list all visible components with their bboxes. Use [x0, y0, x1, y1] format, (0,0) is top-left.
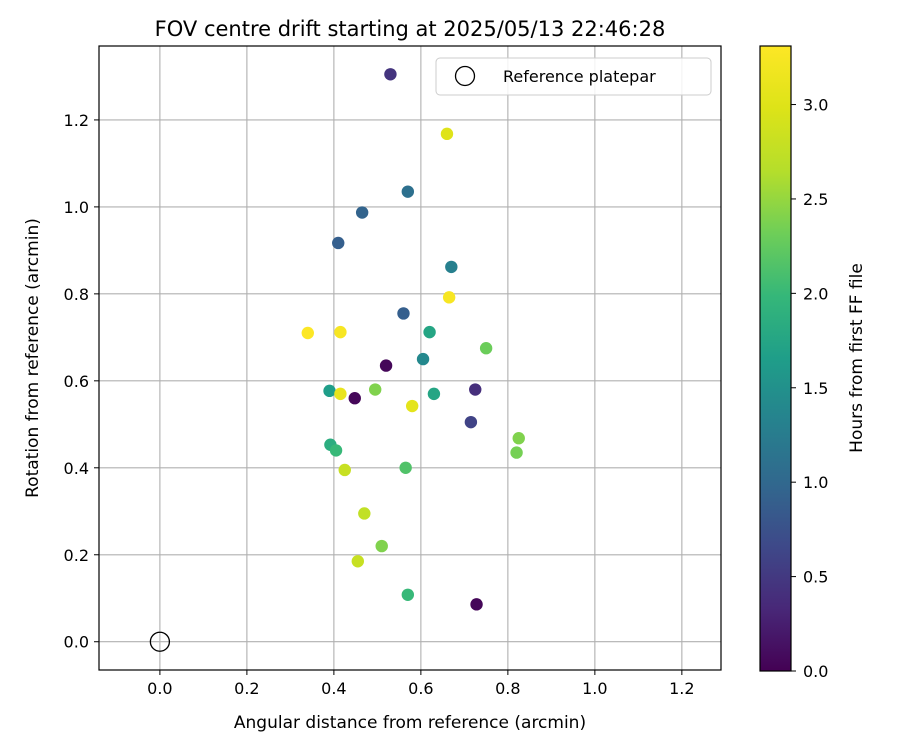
data-point [329, 444, 343, 457]
x-axis-label: Angular distance from reference (arcmin) [234, 713, 586, 733]
data-point [445, 260, 458, 274]
colorbar-tick-label: 2.0 [803, 284, 828, 303]
data-points [149, 68, 525, 652]
data-point [348, 392, 361, 405]
legend-entry-reference-platepar: Reference platepar [503, 67, 656, 86]
data-point [334, 387, 347, 401]
x-tick-label: 1.0 [582, 679, 607, 698]
y-tick-label: 0.6 [64, 372, 89, 391]
data-point [423, 325, 436, 339]
data-point [399, 461, 412, 474]
x-tick-label: 0.8 [495, 679, 520, 698]
y-tick-label: 1.2 [64, 111, 89, 130]
colorbar-tick-label: 2.5 [803, 190, 828, 209]
colorbar-tick-label: 0.5 [803, 568, 828, 587]
data-point [379, 359, 393, 372]
legend: Reference platepar [435, 57, 712, 96]
y-tick-label: 1.0 [64, 198, 89, 217]
colorbar-gradient [759, 45, 792, 672]
y-tick-label: 0.0 [64, 633, 89, 652]
y-tick-label: 0.8 [64, 285, 89, 304]
data-point [323, 384, 336, 398]
colorbar-tick-label: 1.0 [803, 473, 828, 492]
data-point [375, 539, 388, 553]
y-tick-label: 0.4 [64, 459, 89, 478]
y-tick-label: 0.2 [64, 546, 89, 565]
x-tick-label: 0.2 [234, 679, 259, 698]
plot-area: 0.0 0.2 0.4 0.6 0.8 1.0 1.2 0.0 0.2 0.4 0.6 0.8 1.0… [64, 45, 722, 698]
data-point [510, 446, 523, 459]
data-point [397, 307, 410, 320]
data-point [358, 507, 371, 520]
x-tick-label: 0.4 [321, 679, 346, 698]
data-point [479, 342, 493, 355]
data-point [351, 555, 365, 568]
y-axis-ticks: 0.0 0.2 0.4 0.6 0.8 1.0 1.2 [64, 111, 99, 652]
data-point [355, 206, 369, 219]
x-tick-label: 1.2 [669, 679, 694, 698]
data-point [442, 291, 456, 304]
data-point [405, 399, 419, 413]
data-point [427, 387, 441, 401]
data-point [301, 326, 314, 340]
data-point [369, 383, 382, 396]
colorbar-tick-label: 0.0 [803, 662, 828, 681]
data-point [401, 185, 415, 198]
data-point [332, 236, 345, 250]
chart-title: FOV centre drift starting at 2025/05/13 … [155, 17, 666, 41]
axes-frame [98, 45, 722, 671]
data-point [401, 588, 415, 601]
legend-reference-marker [454, 65, 476, 87]
data-point [512, 432, 525, 445]
data-point [464, 415, 478, 429]
legend-box [435, 57, 712, 96]
data-point [338, 463, 351, 477]
data-point [440, 127, 454, 141]
y-axis-label: Rotation from reference (arcmin) [23, 218, 43, 498]
colorbar-ticks: 0.0 0.5 1.0 1.5 2.0 2.5 3.0 [791, 96, 828, 681]
colorbar: 0.0 0.5 1.0 1.5 2.0 2.5 3.0 [759, 45, 828, 681]
colorbar-label: Hours from first FF file [847, 263, 867, 453]
colorbar-tick-label: 1.5 [803, 379, 828, 398]
data-point [469, 383, 482, 396]
x-tick-label: 0.0 [147, 679, 172, 698]
data-point [384, 68, 397, 81]
data-point [416, 352, 430, 366]
x-axis-ticks: 0.0 0.2 0.4 0.6 0.8 1.0 1.2 [147, 670, 695, 698]
colorbar-tick-label: 3.0 [803, 96, 828, 115]
data-point [470, 598, 483, 611]
data-point [334, 325, 347, 339]
x-tick-label: 0.6 [408, 679, 433, 698]
reference-platepar-marker [149, 631, 171, 652]
